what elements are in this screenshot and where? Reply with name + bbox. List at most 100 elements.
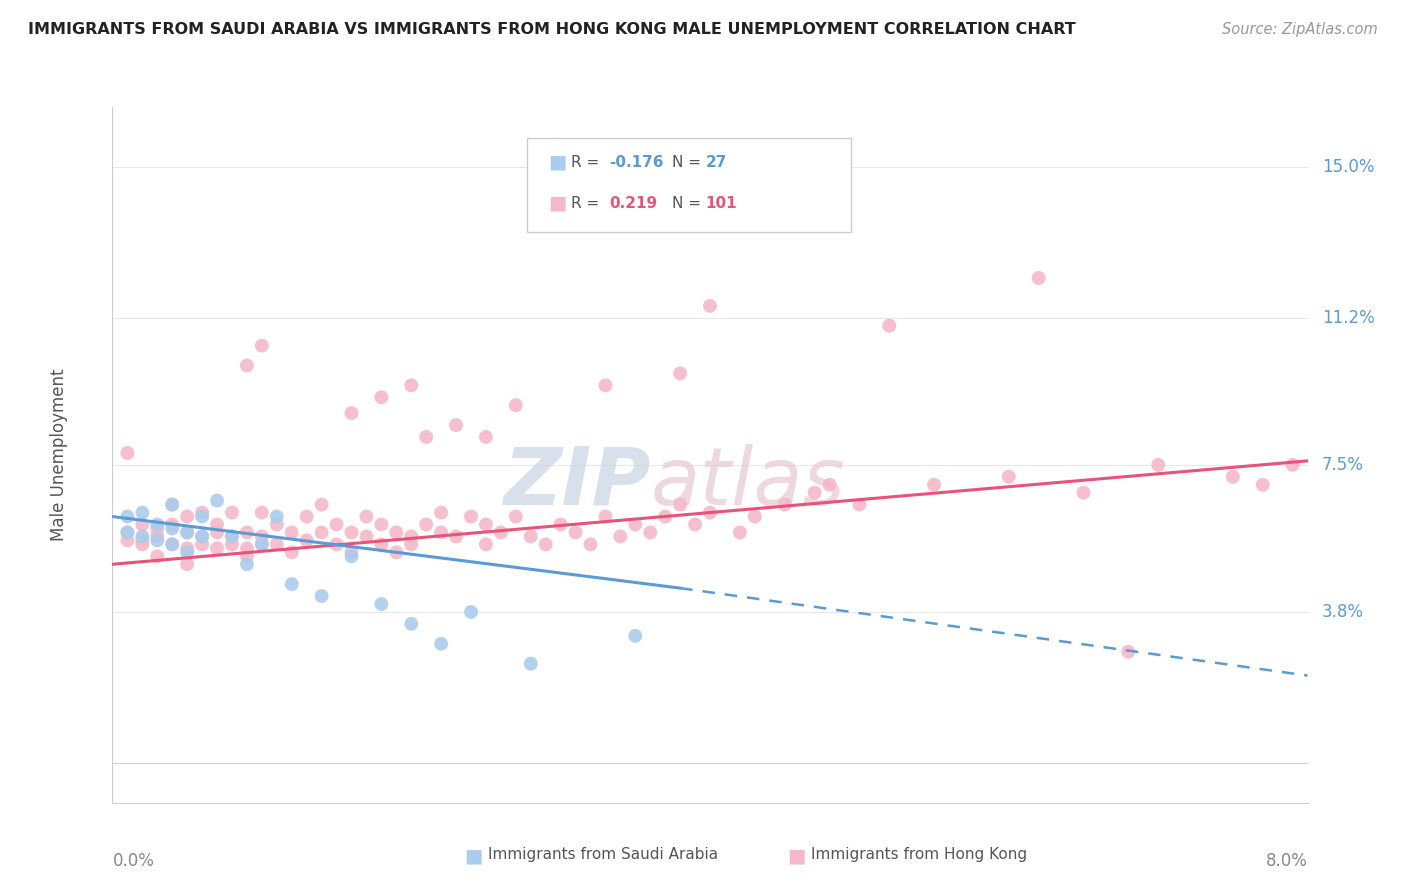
Text: ■: ■ (787, 847, 806, 866)
Point (1073, 485, 1095, 500)
Point (295, 533, 318, 548)
Text: -0.176: -0.176 (609, 155, 664, 169)
Point (430, 525, 453, 540)
Point (699, 506, 721, 520)
Point (205, 525, 228, 540)
Point (475, 517, 498, 532)
Point (430, 506, 453, 520)
Text: 15.0%: 15.0% (1322, 158, 1375, 176)
Point (191, 529, 214, 543)
Point (266, 517, 288, 532)
Text: atlas: atlas (650, 443, 845, 522)
Text: 27: 27 (706, 155, 727, 169)
Point (205, 517, 228, 532)
Point (250, 537, 273, 551)
Point (669, 498, 692, 512)
Point (401, 537, 423, 551)
Point (340, 545, 363, 559)
Point (221, 529, 243, 543)
Point (311, 498, 333, 512)
Point (728, 525, 751, 540)
Point (534, 537, 557, 551)
Point (162, 517, 183, 532)
Text: 0.0%: 0.0% (112, 852, 155, 870)
Point (311, 589, 333, 603)
Point (922, 477, 945, 491)
Point (191, 506, 214, 520)
Point (595, 378, 617, 392)
Text: 8.0%: 8.0% (1265, 852, 1308, 870)
Point (146, 517, 169, 532)
Point (117, 525, 139, 540)
Point (370, 537, 392, 551)
Point (117, 525, 139, 540)
Point (848, 498, 870, 512)
Point (370, 597, 392, 611)
Point (176, 525, 198, 540)
Point (325, 517, 347, 532)
Point (221, 529, 243, 543)
Point (162, 498, 183, 512)
Point (146, 529, 169, 543)
Point (146, 521, 169, 535)
Point (609, 529, 631, 543)
Point (221, 537, 243, 551)
Point (1251, 477, 1274, 491)
Text: Immigrants from Saudi Arabia: Immigrants from Saudi Arabia (488, 847, 718, 862)
Text: 7.5%: 7.5% (1322, 456, 1364, 474)
Text: Male Unemployment: Male Unemployment (49, 368, 67, 541)
Point (624, 629, 647, 643)
Point (250, 506, 273, 520)
Text: 101: 101 (706, 196, 737, 211)
Point (236, 525, 259, 540)
Point (340, 406, 363, 420)
Point (325, 537, 347, 551)
Point (146, 549, 169, 564)
Point (221, 506, 243, 520)
Point (176, 541, 198, 556)
Point (176, 525, 198, 540)
Point (385, 545, 408, 559)
Point (1222, 470, 1244, 484)
Point (281, 525, 304, 540)
Point (579, 537, 602, 551)
Point (131, 533, 153, 548)
Point (489, 525, 512, 540)
Point (162, 498, 183, 512)
Point (877, 318, 900, 333)
Text: ■: ■ (548, 153, 567, 172)
Point (205, 541, 228, 556)
Point (550, 517, 572, 532)
Point (356, 509, 378, 524)
Point (444, 529, 467, 543)
Point (295, 509, 318, 524)
Point (281, 577, 304, 591)
Point (117, 446, 139, 460)
Point (430, 637, 453, 651)
Point (1028, 271, 1050, 285)
Point (205, 493, 228, 508)
Point (250, 338, 273, 352)
Point (1281, 458, 1303, 472)
Point (191, 537, 214, 551)
Point (475, 430, 498, 444)
Text: Immigrants from Hong Kong: Immigrants from Hong Kong (811, 847, 1028, 862)
Text: IMMIGRANTS FROM SAUDI ARABIA VS IMMIGRANTS FROM HONG KONG MALE UNEMPLOYMENT CORR: IMMIGRANTS FROM SAUDI ARABIA VS IMMIGRAN… (28, 22, 1076, 37)
Point (131, 506, 153, 520)
Point (505, 509, 527, 524)
Point (415, 430, 437, 444)
Point (401, 529, 423, 543)
Point (505, 398, 527, 412)
Point (131, 517, 153, 532)
Point (683, 517, 706, 532)
Point (236, 558, 259, 572)
Text: 0.219: 0.219 (609, 196, 657, 211)
Point (520, 529, 543, 543)
Point (401, 378, 423, 392)
Text: N =: N = (672, 155, 706, 169)
Point (356, 529, 378, 543)
Point (266, 509, 288, 524)
Point (311, 525, 333, 540)
Point (773, 498, 796, 512)
Point (236, 549, 259, 564)
